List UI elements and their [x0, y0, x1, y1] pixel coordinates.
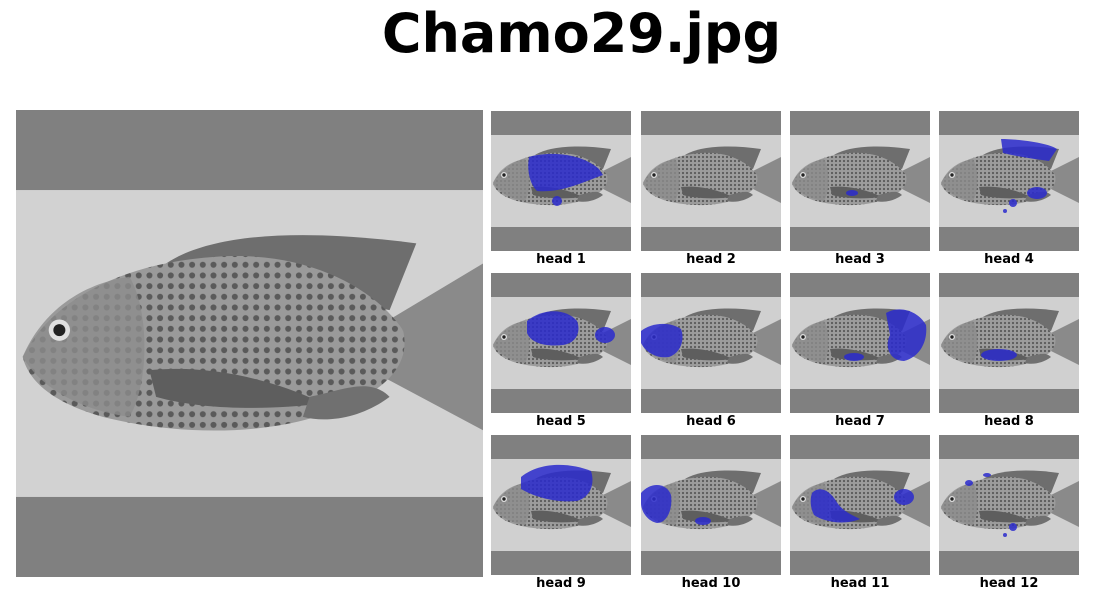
head-4-heatmap: [939, 111, 1079, 251]
head-9-thumbnail: [491, 435, 631, 575]
head-2-label: head 2: [686, 252, 736, 267]
head-11-thumbnail: [790, 435, 930, 575]
head-panel-10: head 10: [641, 435, 781, 593]
head-3-thumbnail: [790, 111, 930, 251]
head-12-thumbnail: [939, 435, 1079, 575]
head-panel-9: head 9: [491, 435, 631, 593]
head-panel-8: head 8: [939, 273, 1079, 431]
head-4-label: head 4: [984, 252, 1034, 267]
head-10-label: head 10: [681, 576, 741, 591]
fish-photo: [16, 110, 483, 577]
head-10-heatmap: [641, 435, 781, 575]
head-9-label: head 9: [536, 576, 586, 591]
figure-title: Chamo29.jpg: [381, 2, 782, 65]
head-6-label: head 6: [686, 414, 736, 429]
head-panel-12: head 12: [939, 435, 1079, 593]
head-panel-6: head 6: [641, 273, 781, 431]
head-panel-7: head 7: [790, 273, 930, 431]
head-panel-11: head 11: [790, 435, 930, 593]
head-8-heatmap: [939, 273, 1079, 413]
head-1-label: head 1: [536, 252, 586, 267]
head-4-thumbnail: [939, 111, 1079, 251]
head-panel-1: head 1: [491, 111, 631, 269]
head-12-label: head 12: [979, 576, 1039, 591]
head-11-heatmap: [790, 435, 930, 575]
head-1-thumbnail: [491, 111, 631, 251]
head-5-heatmap: [491, 273, 631, 413]
head-6-heatmap: [641, 273, 781, 413]
head-8-label: head 8: [984, 414, 1034, 429]
head-2-thumbnail: [641, 111, 781, 251]
head-panel-2: head 2: [641, 111, 781, 269]
head-3-label: head 3: [835, 252, 885, 267]
head-7-thumbnail: [790, 273, 930, 413]
head-3-heatmap: [790, 111, 930, 251]
head-10-thumbnail: [641, 435, 781, 575]
head-2-heatmap: [641, 111, 781, 251]
head-panel-4: head 4: [939, 111, 1079, 269]
head-7-heatmap: [790, 273, 930, 413]
head-panel-5: head 5: [491, 273, 631, 431]
attention-heads-grid: head 1 head 2 head 3 head: [491, 111, 1080, 595]
head-11-label: head 11: [830, 576, 890, 591]
head-6-thumbnail: [641, 273, 781, 413]
head-panel-3: head 3: [790, 111, 930, 269]
head-1-heatmap: [491, 111, 631, 251]
head-12-heatmap: [939, 435, 1079, 575]
head-8-thumbnail: [939, 273, 1079, 413]
head-5-label: head 5: [536, 414, 586, 429]
main-fish-image: [16, 110, 483, 577]
head-5-thumbnail: [491, 273, 631, 413]
head-9-heatmap: [491, 435, 631, 575]
head-7-label: head 7: [835, 414, 885, 429]
